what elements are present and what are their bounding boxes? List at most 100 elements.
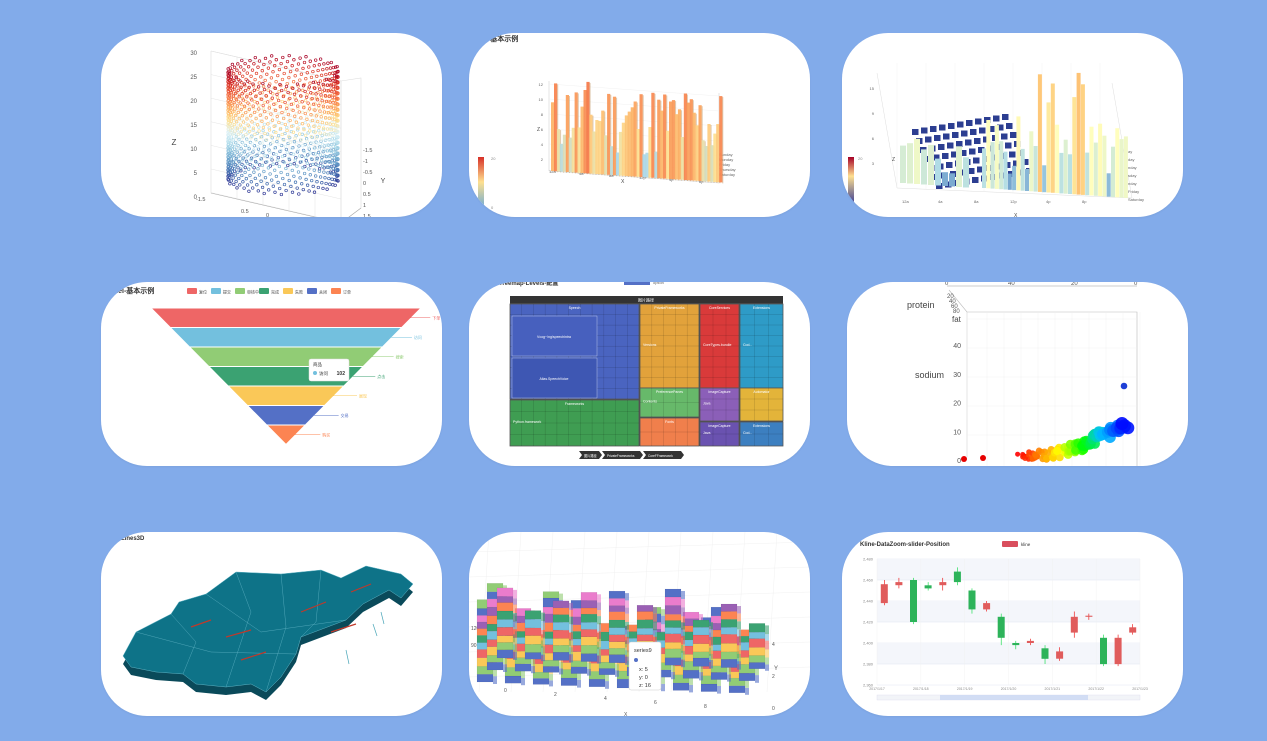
- floor-tile: [1001, 133, 1008, 140]
- scatter-point: [311, 184, 315, 189]
- scatter-point: [266, 88, 270, 92]
- scatter-point: [258, 141, 262, 145]
- scatter-point: [318, 87, 322, 91]
- card-treemap[interactable]: Treemap-Levels-配置option图片路径SpeechVoicesP…: [469, 282, 810, 466]
- scatter-point: [317, 103, 321, 108]
- bar: [1029, 131, 1034, 192]
- scatter-point: [273, 168, 277, 172]
- stack-segment: [570, 666, 588, 674]
- root-label: 图片路径: [638, 297, 654, 303]
- stack-segment-side: [513, 613, 517, 622]
- scatter-point: [229, 179, 233, 183]
- flight-line: [300, 601, 327, 613]
- scatter-point: [251, 150, 255, 154]
- kline-candle: [939, 582, 947, 586]
- bar3d-basic-chart[interactable]: 3D-基本示例 20 0 12 10 8 6 4 2 Z 12a 4a 8a 12p 4p 8p X Sunday…: [469, 33, 810, 217]
- legend-label: 审核中: [247, 289, 259, 295]
- stack-segment: [608, 654, 626, 663]
- legend-label: 失败: [295, 289, 303, 295]
- z-tick-label: 3: [872, 161, 875, 166]
- scatter-point: [280, 88, 284, 93]
- stack-segment-side: [569, 624, 573, 633]
- scatter-point: [251, 128, 255, 132]
- card-scatter3d-nutrients[interactable]: 0 40 20 0 40 30 20 10 0 protein fat sodium 20 40 60 80: [847, 282, 1188, 466]
- scatter-point: [320, 120, 325, 125]
- node-label: Python.framework: [513, 420, 541, 424]
- lines3d-map-chart[interactable]: Lines3D: [101, 532, 442, 716]
- kline-candle: [997, 616, 1005, 638]
- treemap-chart[interactable]: Treemap-Levels-配置option图片路径SpeechVoicesP…: [469, 282, 810, 466]
- card-bar3d-basic[interactable]: 3D-基本示例 20 0 12 10 8 6 4 2 Z 12a 4a 8a 12p 4p 8p X Sunday…: [469, 33, 810, 217]
- stack-segment: [748, 647, 766, 656]
- scatter-point: [285, 106, 289, 111]
- scatter-point: [296, 62, 301, 66]
- scatter-point: [260, 185, 265, 190]
- stack-segment: [580, 600, 598, 609]
- legend-swatch: [1002, 541, 1018, 547]
- scatter-point: [262, 62, 266, 67]
- x-tick-label: 0.5: [241, 209, 249, 215]
- scatter-point: [270, 96, 274, 100]
- scatter-point: [260, 69, 264, 73]
- scatter-point: [302, 60, 307, 65]
- stack-segment: [580, 613, 598, 623]
- stack-segment: [524, 644, 542, 653]
- gridline: [469, 591, 810, 603]
- scatter-point: [322, 110, 327, 114]
- scatter-point: [310, 96, 314, 101]
- stage-label: 下单: [432, 314, 440, 320]
- floor-tile: [1026, 168, 1033, 174]
- card-lines3d-map[interactable]: Lines3D: [101, 532, 442, 716]
- funnel-chart[interactable]: Funnel-基本示例 复位 提交 审核中 完成 失败 关闭 订单下单访问搜索点击展现交易购买…: [101, 282, 442, 466]
- scatter-point: [333, 74, 337, 78]
- stack-segment: [552, 622, 570, 631]
- kline-chart[interactable]: Kline-DataZoom-slider-Position kline 2,480…: [842, 532, 1183, 716]
- scatter-point: [334, 74, 339, 78]
- kline-candle: [983, 603, 991, 610]
- legend-swatch: [235, 288, 245, 294]
- scatter-point: [256, 145, 260, 149]
- stack-segment: [496, 602, 514, 612]
- y-axis-label: Y: [774, 666, 778, 672]
- stack-segment: [692, 634, 710, 644]
- z-tick-label: 10: [190, 147, 197, 153]
- visualmap-bar: [848, 157, 854, 205]
- scatter-point: [311, 80, 316, 85]
- scatter-point: [239, 85, 243, 89]
- treemap-node: [639, 303, 700, 389]
- scatter-point: [329, 60, 333, 65]
- card-scatter3d-spiral[interactable]: 30 25 20 15 10 5 0 Z Y -1.5 -1 -0.5 0 0.5 1 1.5 -1.5 0.5 0: [101, 33, 442, 217]
- scatter-point: [329, 128, 333, 132]
- stack-segment-side: [661, 615, 665, 625]
- card-funnel[interactable]: Funnel-基本示例 复位 提交 审核中 完成 失败 关闭 订单 下单 访问 搜索 点击 展现 交易 购买…: [101, 282, 442, 466]
- scatter-point: [1115, 417, 1129, 430]
- stack-segment: [598, 668, 616, 675]
- scatter-point: [271, 70, 275, 74]
- scatter-point: [290, 168, 294, 173]
- scatter-point: [322, 62, 326, 66]
- scatter-point: [228, 78, 232, 82]
- scatter-point: [296, 128, 300, 132]
- scatter-point: [242, 68, 246, 72]
- card-kline[interactable]: Kline-DataZoom-slider-Position kline 2,480…: [842, 532, 1183, 716]
- x-tick-label: 6: [654, 700, 657, 706]
- bar: [666, 130, 670, 179]
- scatter-point: [236, 132, 241, 137]
- scatter3d-spiral-chart[interactable]: 30 25 20 15 10 5 0 Z Y -1.5 -1 -0.5 0 0.5 1 1.5 -1.5 0.5 0: [101, 33, 442, 217]
- bar3d-punch-chart[interactable]: 20 15 9 6 3 Z 12a 4a 8a 12p 4p 8p Xay day nday sday nday…: [842, 33, 1183, 217]
- stack-segment-side: [745, 680, 749, 688]
- scatter-point: [233, 151, 237, 155]
- top-tick-label: 0: [1134, 282, 1138, 287]
- scatter-point: [300, 122, 305, 126]
- scatter-point: [302, 127, 306, 132]
- scatter-point: [292, 92, 297, 96]
- scatter-point: [259, 179, 263, 183]
- protein-tick-label: 20: [947, 294, 954, 300]
- scatter-point: [267, 188, 271, 192]
- stack-segment: [580, 607, 598, 615]
- scatter-point: [241, 180, 245, 184]
